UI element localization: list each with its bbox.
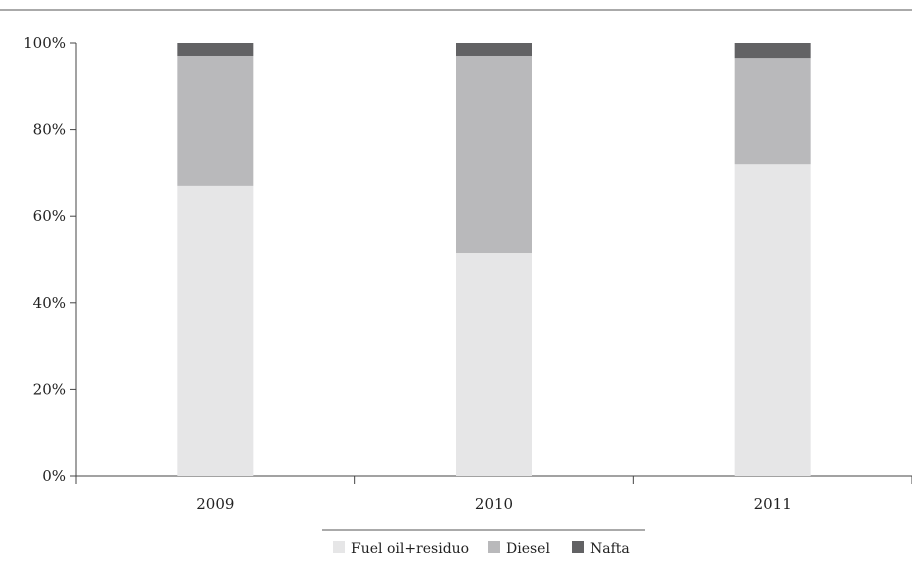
bar-segment-diesel-2010: [456, 56, 532, 253]
x-tick-label: 2010: [475, 495, 513, 513]
y-axis-ticks: 0% 20% 40% 60% 80% 100%: [23, 34, 76, 485]
legend-swatch-diesel: [488, 541, 500, 553]
legend-swatch-nafta: [572, 541, 584, 553]
x-tick-label: 2009: [196, 495, 234, 513]
legend-label: Nafta: [590, 541, 630, 557]
bar-segment-fuel-oil-residuo-2010: [456, 253, 532, 476]
bar-segment-diesel-2011: [735, 58, 811, 164]
bar-segment-fuel-oil-residuo-2009: [177, 186, 253, 476]
y-tick-label: 80%: [33, 121, 66, 139]
y-tick-label: 100%: [23, 34, 66, 52]
y-tick-label: 60%: [33, 207, 66, 225]
y-tick-label: 20%: [33, 380, 66, 398]
legend: Fuel oil+residuo Diesel Nafta: [333, 541, 630, 557]
bar-segment-fuel-oil-residuo-2011: [735, 164, 811, 476]
bar-segment-nafta-2011: [735, 43, 811, 58]
legend-label: Diesel: [506, 541, 550, 557]
legend-swatch-fuel-oil-residuo: [333, 541, 345, 553]
y-tick-label: 0%: [42, 467, 66, 485]
bar-segment-nafta-2010: [456, 43, 532, 56]
legend-label: Fuel oil+residuo: [351, 541, 469, 557]
x-axis-ticks: 2009 2010 2011: [76, 476, 912, 513]
x-tick-label: 2011: [754, 495, 792, 513]
bars-group: [177, 43, 810, 476]
bar-segment-diesel-2009: [177, 56, 253, 186]
bar-segment-nafta-2009: [177, 43, 253, 56]
y-tick-label: 40%: [33, 294, 66, 312]
